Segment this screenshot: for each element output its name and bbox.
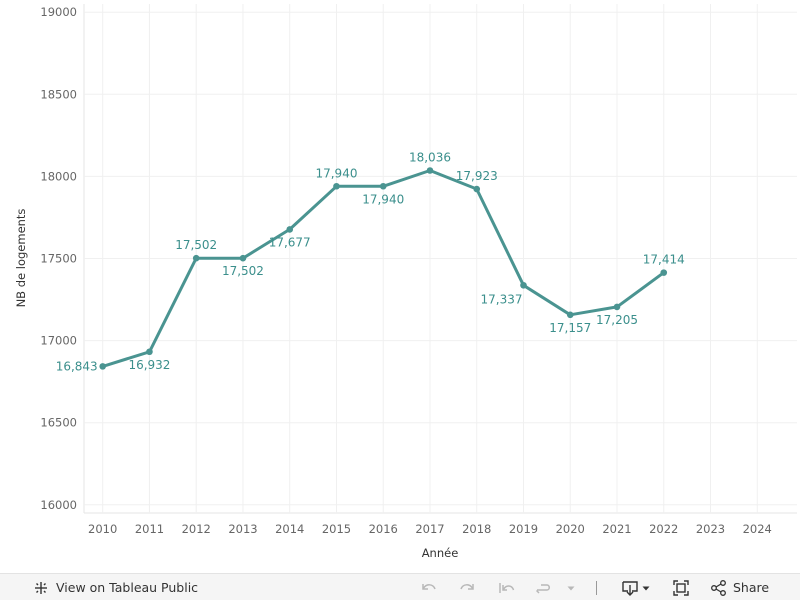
data-label: 17,157	[549, 321, 591, 335]
x-tick-label: 2014	[275, 522, 304, 536]
x-tick-label: 2011	[135, 522, 164, 536]
redo-button[interactable]	[458, 574, 476, 601]
share-button[interactable]: Share	[710, 574, 769, 601]
x-axis: 2010 2011 2012 2013 2014 2015 2016 2017 2018 2019…	[88, 522, 772, 536]
fullscreen-button[interactable]	[672, 574, 690, 601]
y-tick-label: 19000	[40, 5, 77, 19]
x-tick-label: 2015	[322, 522, 351, 536]
download-button[interactable]	[621, 574, 651, 601]
data-label: 16,932	[128, 358, 170, 372]
data-label: 17,923	[456, 169, 498, 183]
y-axis: 16000 16500 17000 17500 18000 18500 19000	[40, 5, 77, 512]
data-point	[99, 363, 107, 370]
view-on-tableau-label: View on Tableau Public	[56, 580, 199, 595]
data-point	[379, 182, 387, 190]
data-point	[473, 185, 481, 193]
y-tick-label: 18500	[40, 87, 77, 101]
y-tick-label: 16500	[40, 416, 77, 430]
share-icon	[711, 579, 726, 596]
data-label: 17,414	[643, 253, 685, 267]
chevron-down-icon	[567, 586, 575, 590]
grid-layer	[83, 4, 797, 514]
data-point	[146, 348, 153, 356]
data-label: 17,205	[596, 313, 638, 327]
data-label: 17,337	[480, 292, 522, 306]
toolbar-separator	[596, 581, 597, 595]
data-label: 18,036	[409, 150, 451, 164]
data-point	[426, 167, 434, 174]
refresh-button[interactable]	[535, 574, 553, 601]
data-point	[520, 281, 527, 289]
data-point	[566, 311, 574, 319]
y-tick-label: 17000	[40, 334, 77, 348]
redo-icon	[460, 583, 474, 590]
x-tick-label: 2016	[369, 522, 398, 536]
data-point	[660, 269, 668, 276]
view-on-tableau-button[interactable]: View on Tableau Public	[33, 574, 198, 601]
x-tick-label: 2020	[556, 522, 585, 536]
tableau-toolbar: View on Tableau Public	[0, 573, 800, 600]
data-point	[239, 254, 247, 262]
x-tick-label: 2023	[696, 522, 725, 536]
x-tick-label: 2013	[228, 522, 257, 536]
x-tick-label: 2024	[743, 522, 772, 536]
x-tick-label: 2021	[602, 522, 631, 536]
data-point	[192, 254, 200, 262]
data-point	[286, 226, 294, 233]
data-label: 17,940	[362, 192, 404, 206]
data-label: 17,940	[315, 166, 357, 180]
data-label: 17,502	[175, 238, 217, 252]
data-label: 16,843	[56, 359, 98, 373]
y-tick-label: 17500	[40, 252, 77, 266]
data-point	[613, 303, 621, 311]
data-label: 17,502	[222, 264, 264, 278]
revert-icon	[499, 582, 515, 593]
refresh-icon	[535, 583, 550, 594]
x-tick-label: 2019	[509, 522, 538, 536]
chevron-down-icon	[642, 586, 650, 590]
data-label: 17,677	[269, 235, 311, 249]
x-axis-title: Année	[422, 546, 459, 560]
x-tick-label: 2018	[462, 522, 491, 536]
data-point	[333, 182, 340, 190]
y-tick-label: 18000	[40, 169, 77, 183]
download-icon	[622, 580, 638, 596]
undo-icon	[422, 583, 436, 590]
x-tick-label: 2022	[649, 522, 678, 536]
fullscreen-icon	[673, 579, 689, 596]
x-tick-label: 2012	[182, 522, 211, 536]
data-labels: 16,843 16,932 17,502 17,502 17,677 17,940 17,9…	[56, 150, 685, 373]
line-chart: 16000 16500 17000 17500 18000 18500 19000 2010…	[14, 4, 797, 560]
series-layer	[99, 167, 668, 370]
share-label: Share	[733, 580, 770, 595]
y-axis-title: NB de logements	[14, 209, 28, 308]
y-tick-label: 16000	[40, 498, 77, 512]
revert-button[interactable]	[498, 574, 516, 601]
undo-button[interactable]	[420, 574, 438, 601]
pause-dropdown-button[interactable]	[566, 574, 576, 601]
x-tick-label: 2010	[88, 522, 117, 536]
x-tick-label: 2017	[415, 522, 444, 536]
tableau-logo-icon	[35, 581, 47, 594]
